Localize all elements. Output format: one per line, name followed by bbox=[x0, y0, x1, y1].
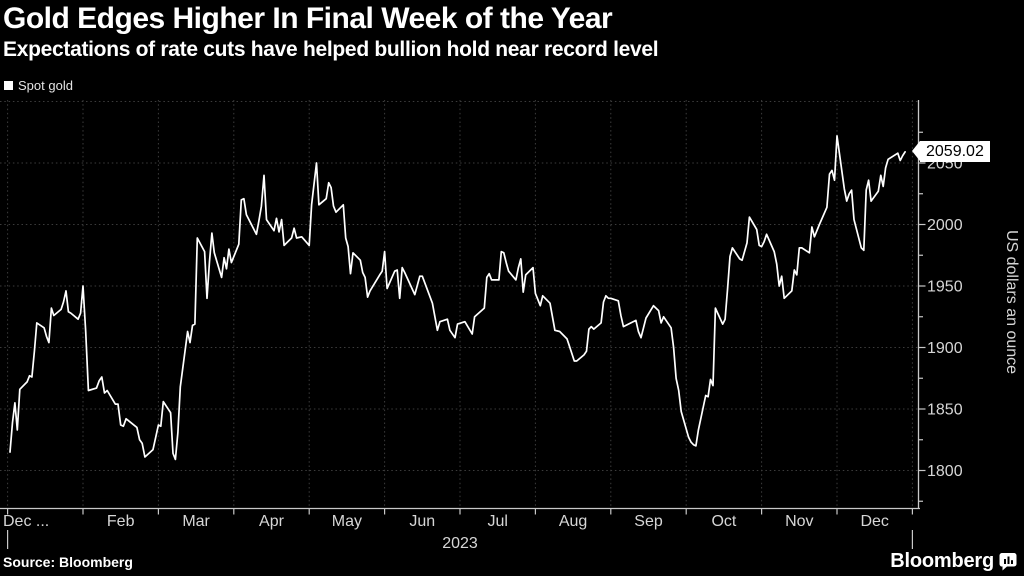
y-tick-label: 1950 bbox=[927, 279, 963, 296]
page-title: Gold Edges Higher In Final Week of the Y… bbox=[3, 2, 613, 35]
legend-label: Spot gold bbox=[18, 78, 73, 93]
y-tick-label: 1900 bbox=[927, 340, 963, 357]
page-subtitle: Expectations of rate cuts have helped bu… bbox=[3, 38, 659, 61]
y-axis-title: US dollars an ounce bbox=[1003, 230, 1020, 374]
source-note: Source: Bloomberg bbox=[3, 554, 133, 570]
x-tick-label: Mar bbox=[182, 513, 210, 530]
x-tick-label: Feb bbox=[107, 513, 135, 530]
y-tick-label: 2000 bbox=[927, 217, 963, 234]
bloomberg-logo-icon bbox=[999, 553, 1017, 571]
x-tick-label: Jul bbox=[487, 513, 507, 530]
x-tick-label: Apr bbox=[259, 513, 285, 530]
axis-labels: Dec ... Feb Mar Apr May Jun Jul Aug Sep Oct Nov Dec… bbox=[3, 156, 963, 531]
x-tick-label: Dec bbox=[860, 513, 888, 530]
x-tick-label: Oct bbox=[711, 513, 736, 530]
x-tick-label: Nov bbox=[785, 513, 813, 530]
y-tick-label: 1800 bbox=[927, 463, 963, 480]
bloomberg-brand: Bloomberg bbox=[890, 550, 1018, 573]
x-axis-year-label: 2023 bbox=[442, 535, 478, 552]
x-tick-label: Aug bbox=[559, 513, 587, 530]
y-tick-label: 1850 bbox=[927, 402, 963, 419]
x-tick-label: Jun bbox=[409, 513, 435, 530]
spot-gold-line bbox=[9, 135, 906, 461]
gridlines bbox=[0, 100, 919, 509]
axes bbox=[0, 100, 926, 549]
last-price-label: 2059.02 bbox=[912, 141, 990, 162]
bloomberg-logo-text: Bloomberg bbox=[890, 550, 994, 572]
x-tick-label: Dec ... bbox=[3, 513, 49, 530]
legend-swatch-icon bbox=[4, 81, 13, 90]
legend: Spot gold bbox=[4, 78, 73, 93]
line-series bbox=[9, 135, 906, 461]
x-tick-label: May bbox=[332, 513, 362, 530]
x-tick-label: Sep bbox=[634, 513, 663, 530]
